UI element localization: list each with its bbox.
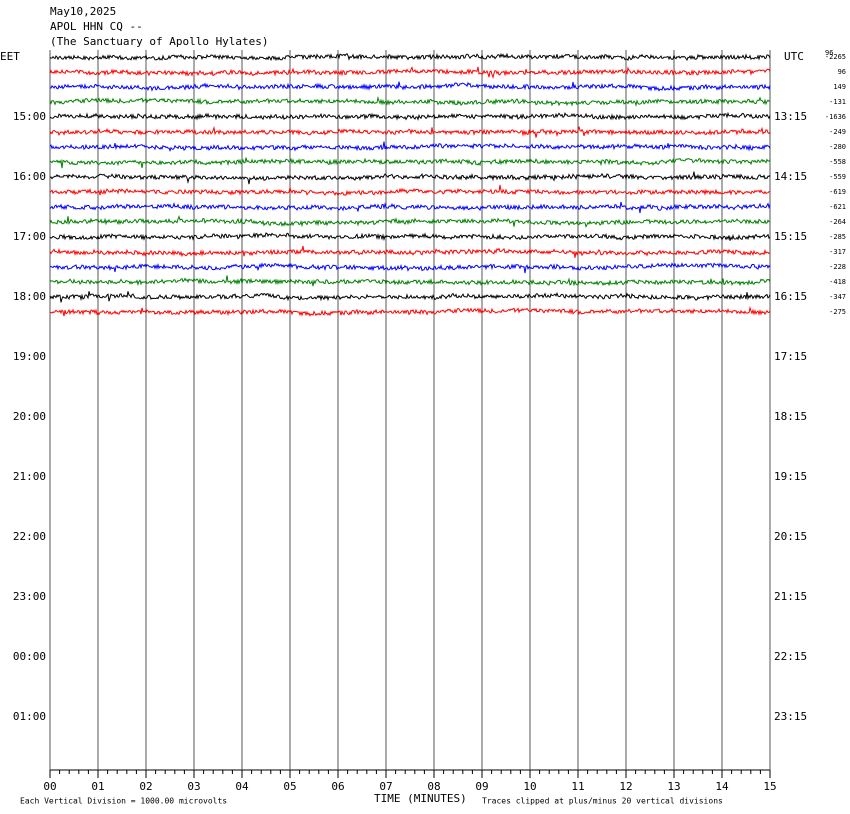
right-time-label: 16:15 bbox=[774, 290, 807, 303]
trace bbox=[49, 111, 771, 121]
x-tick-label: 10 bbox=[523, 780, 536, 793]
x-tick-label: 06 bbox=[331, 780, 344, 793]
right-axis-label: UTC bbox=[784, 50, 804, 63]
right-time-label: 15:15 bbox=[774, 230, 807, 243]
trace-offset-label: 149 bbox=[833, 83, 846, 91]
clip-note: Traces clipped at plus/minus 20 vertical… bbox=[482, 797, 723, 806]
trace-offset-label: -249 bbox=[829, 128, 846, 136]
trace bbox=[49, 245, 771, 258]
x-tick-label: 02 bbox=[139, 780, 152, 793]
x-tick-label: 14 bbox=[715, 780, 729, 793]
left-time-label: 18:00 bbox=[13, 290, 46, 303]
trace bbox=[49, 232, 771, 242]
trace-offset-label: -275 bbox=[829, 308, 846, 316]
trace-offset-label: -621 bbox=[829, 203, 846, 211]
trace-offset-label: -285 bbox=[829, 233, 846, 241]
left-time-label: 23:00 bbox=[13, 590, 46, 603]
left-time-label: 19:00 bbox=[13, 350, 46, 363]
x-tick-label: 07 bbox=[379, 780, 392, 793]
trace bbox=[50, 81, 771, 92]
trace-offset-label: -347 bbox=[829, 293, 846, 301]
trace bbox=[49, 95, 771, 107]
trace bbox=[49, 125, 771, 138]
station: APOL HHN CQ -- bbox=[50, 20, 143, 33]
left-time-label: 22:00 bbox=[13, 530, 46, 543]
site: (The Sanctuary of Apollo Hylates) bbox=[50, 35, 269, 48]
right-time-label: 20:15 bbox=[774, 530, 807, 543]
trace-offset-label: 96 bbox=[838, 68, 846, 76]
right-time-label: 22:15 bbox=[774, 650, 807, 663]
x-tick-label: 08 bbox=[427, 780, 440, 793]
trace bbox=[49, 184, 771, 197]
trace-offset-label: -131 bbox=[829, 98, 846, 106]
left-time-label: 17:00 bbox=[13, 230, 46, 243]
date: May10,2025 bbox=[50, 5, 116, 18]
trace-offset-label: -1636 bbox=[825, 113, 846, 121]
left-time-label: 20:00 bbox=[13, 410, 46, 423]
trace-offset-label: -280 bbox=[829, 143, 846, 151]
left-time-label: 21:00 bbox=[13, 470, 46, 483]
trace-offset-label: -264 bbox=[829, 218, 846, 226]
trace-offset-label: -619 bbox=[829, 188, 846, 196]
trace bbox=[49, 305, 771, 317]
trace bbox=[49, 214, 771, 228]
trace bbox=[49, 171, 771, 185]
scale-note: Each Vertical Division = 1000.00 microvo… bbox=[20, 797, 227, 806]
trace-offset-label: -228 bbox=[829, 263, 846, 271]
trace bbox=[49, 275, 771, 287]
trace-offset-label: -418 bbox=[829, 278, 846, 286]
right-time-label: 23:15 bbox=[774, 710, 807, 723]
x-axis-label: TIME (MINUTES) bbox=[374, 792, 467, 805]
right-time-label: 13:15 bbox=[774, 110, 807, 123]
right-time-label: 14:15 bbox=[774, 170, 807, 183]
left-time-label: 00:00 bbox=[13, 650, 46, 663]
left-time-label: 16:00 bbox=[13, 170, 46, 183]
x-tick-label: 11 bbox=[571, 780, 584, 793]
trace bbox=[49, 291, 771, 303]
trace-offset-label: -2265 bbox=[825, 53, 846, 61]
trace-offset-label: -317 bbox=[829, 248, 846, 256]
x-tick-label: 05 bbox=[283, 780, 296, 793]
right-time-label: 19:15 bbox=[774, 470, 807, 483]
trace bbox=[49, 66, 771, 80]
left-axis-label: EET bbox=[0, 50, 20, 63]
left-time-label: 01:00 bbox=[13, 710, 46, 723]
trace-offset-label: -559 bbox=[829, 173, 846, 181]
trace bbox=[49, 262, 771, 274]
x-tick-label: 03 bbox=[187, 780, 200, 793]
x-tick-label: 00 bbox=[43, 780, 56, 793]
right-time-label: 17:15 bbox=[774, 350, 807, 363]
trace bbox=[49, 201, 771, 214]
x-tick-label: 13 bbox=[667, 780, 680, 793]
x-tick-label: 15 bbox=[763, 780, 776, 793]
x-tick-label: 04 bbox=[235, 780, 249, 793]
x-tick-label: 09 bbox=[475, 780, 488, 793]
trace-offset-label: -558 bbox=[829, 158, 846, 166]
overflow-label: 96 bbox=[825, 49, 833, 57]
left-time-label: 15:00 bbox=[13, 110, 46, 123]
trace bbox=[49, 52, 771, 62]
trace bbox=[49, 141, 771, 153]
trace bbox=[49, 157, 771, 169]
right-time-label: 21:15 bbox=[774, 590, 807, 603]
x-tick-label: 01 bbox=[91, 780, 104, 793]
right-time-label: 18:15 bbox=[774, 410, 807, 423]
x-tick-label: 12 bbox=[619, 780, 632, 793]
